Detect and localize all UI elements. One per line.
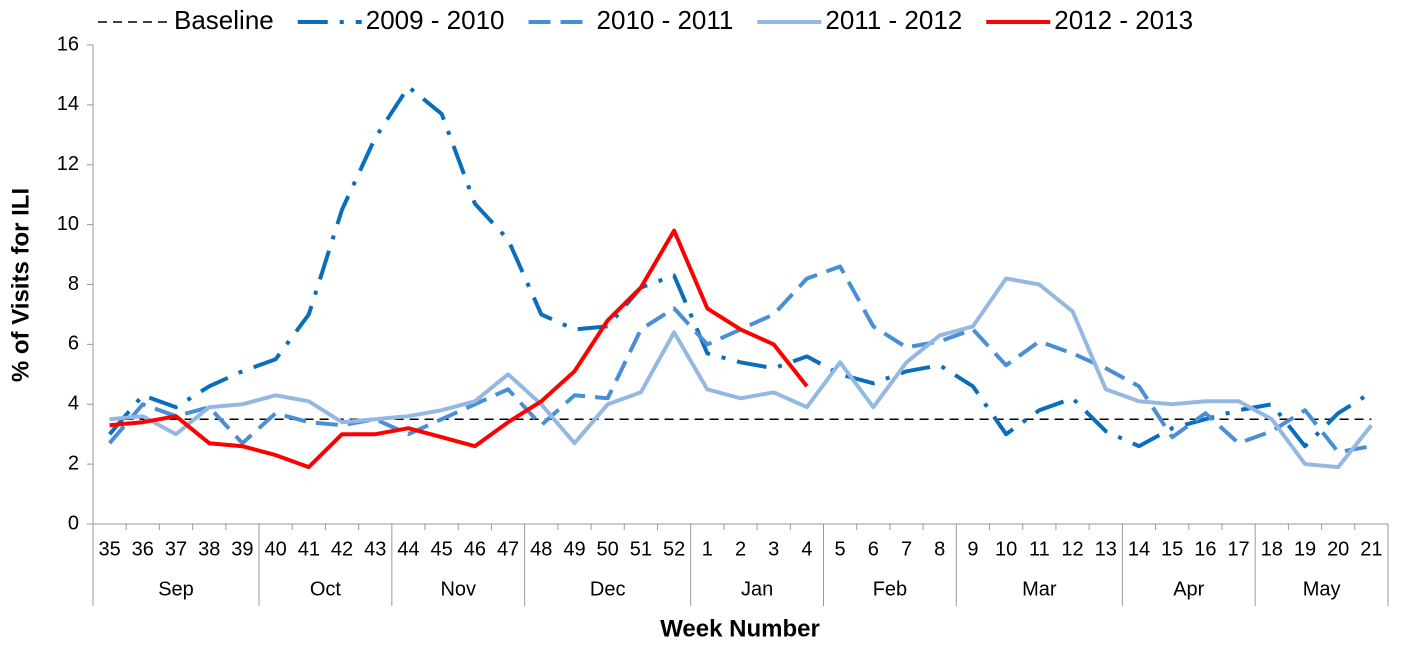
series-line [108,264,1372,455]
x-group-label: Sep [158,578,194,600]
x-tick-label: 20 [1327,538,1349,560]
series-line [109,228,809,470]
x-tick-label: 1 [702,538,713,560]
x-group-label: Jan [741,578,773,600]
x-tick-label: 48 [530,538,552,560]
x-tick-label: 45 [431,538,453,560]
y-tick-label: 6 [68,333,79,355]
x-tick-label: 36 [132,538,154,560]
x-tick-label: 52 [663,538,685,560]
x-tick-label: 11 [1029,538,1050,560]
x-group-label: May [1303,578,1341,600]
x-group-label: Apr [1173,578,1204,600]
y-tick-label: 8 [68,273,79,295]
x-group-label: Oct [310,578,342,600]
y-tick-label: 10 [57,213,79,235]
x-tick-label: 3 [768,538,779,560]
series-line [108,84,1373,449]
series-line [109,276,1373,470]
x-tick-label: 47 [497,538,519,560]
x-tick-label: 46 [464,538,486,560]
x-group-label: Dec [590,578,626,600]
legend-label: 2010 - 2011 [597,5,734,35]
y-tick-label: 0 [68,512,79,534]
x-group-label: Feb [873,578,907,600]
y-tick-label: 2 [68,452,79,474]
x-tick-label: 7 [901,538,912,560]
y-axis-title: % of Visits for ILI [7,188,34,382]
x-tick-label: 4 [801,538,812,560]
x-tick-label: 16 [1194,538,1216,560]
x-tick-label: 41 [298,538,320,560]
y-tick-label: 12 [57,153,79,175]
legend-label: Baseline [174,5,274,35]
x-tick-label: 8 [934,538,945,560]
x-tick-label: 37 [165,538,187,560]
x-axis-title: Week Number [660,615,820,642]
x-tick-label: 42 [331,538,353,560]
legend-label: 2011 - 2012 [825,5,962,35]
x-tick-label: 9 [967,538,978,560]
x-tick-label: 19 [1294,538,1316,560]
x-group-label: Mar [1022,578,1057,600]
x-tick-label: 44 [397,538,419,560]
x-tick-label: 50 [597,538,619,560]
x-tick-label: 35 [98,538,120,560]
x-tick-label: 49 [563,538,585,560]
x-tick-label: 18 [1261,538,1283,560]
x-tick-label: 40 [265,538,287,560]
x-tick-label: 13 [1095,538,1117,560]
x-tick-label: 14 [1128,538,1150,560]
y-tick-label: 16 [57,33,79,55]
y-tick-label: 14 [57,93,79,115]
x-tick-label: 5 [835,538,846,560]
x-tick-label: 21 [1360,538,1382,560]
legend-label: 2009 - 2010 [366,5,505,35]
x-tick-label: 12 [1061,538,1083,560]
x-tick-label: 2 [735,538,746,560]
x-tick-label: 39 [231,538,253,560]
x-tick-label: 10 [995,538,1017,560]
x-tick-label: 17 [1227,538,1249,560]
legend-label: 2012 - 2013 [1054,5,1193,35]
y-tick-label: 4 [68,393,79,415]
x-tick-label: 6 [868,538,879,560]
x-tick-label: 38 [198,538,220,560]
x-tick-label: 51 [630,538,652,560]
x-tick-label: 43 [364,538,386,560]
x-group-label: Nov [440,578,476,600]
x-tick-label: 15 [1161,538,1183,560]
